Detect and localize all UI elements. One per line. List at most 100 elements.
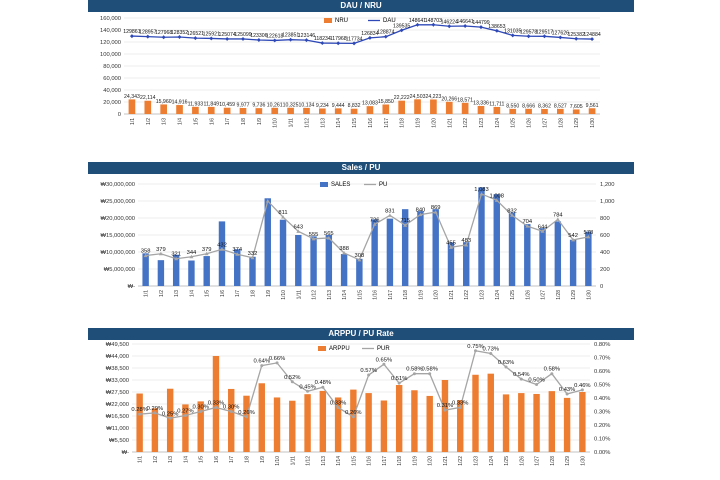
line-marker <box>168 416 172 420</box>
bar-arppu <box>579 392 586 452</box>
bar-data-label: 9,561 <box>586 103 599 109</box>
x-tick-label: 1/4 <box>178 118 184 125</box>
y2-tick-label: 400 <box>600 250 610 256</box>
x-tick-label: 1/22 <box>458 456 464 466</box>
bar-arppu <box>228 388 235 452</box>
line-marker <box>397 381 401 385</box>
x-tick-label: 1/6 <box>209 118 215 125</box>
line-data-label: 0.45% <box>299 384 315 390</box>
bar-arppu <box>182 404 189 452</box>
y-tick-label: ₩30,000,000 <box>101 182 135 188</box>
y-tick-label: 80,000 <box>103 64 121 70</box>
line-data-label: 128352 <box>171 30 188 36</box>
x-tick-label: 1/30 <box>590 118 596 128</box>
bar-arppu <box>243 395 250 452</box>
line-data-label: 0.33% <box>452 400 468 406</box>
bar-sales <box>401 209 409 286</box>
line-dau <box>131 24 593 45</box>
x-tick-label: 1/1 <box>138 456 144 463</box>
bar-nru <box>366 106 374 114</box>
x-tick-label: 1/16 <box>373 290 379 300</box>
x-tick-label: 1/17 <box>382 456 388 466</box>
line-data-label: 118234 <box>314 36 331 42</box>
line-data-label: 0.31% <box>437 403 453 409</box>
x-tick-label: 1/19 <box>418 290 424 300</box>
bar-arppu <box>380 400 388 452</box>
line-marker <box>352 41 357 46</box>
bar-nru <box>303 107 310 114</box>
x-tick-label: 1/7 <box>225 118 231 125</box>
bar-arppu <box>258 383 265 452</box>
arppu-pur-panel: ARPPU / PU Rate ₩49,500 ₩44,000 ₩38,500 ₩33… <box>88 328 634 480</box>
bar-sales <box>356 258 363 286</box>
line-data-label: 144799 <box>472 20 489 26</box>
line-marker <box>214 405 218 409</box>
bar-nru <box>525 108 532 114</box>
line-marker <box>494 198 499 202</box>
chart-title: ARPPU / PU Rate <box>88 328 634 340</box>
y-tick-label: ₩15,000,000 <box>101 233 135 239</box>
bar-nru <box>334 108 342 114</box>
bar-sales <box>188 260 195 286</box>
y-tick-label: 0 <box>118 112 121 118</box>
bar-arppu <box>304 394 311 452</box>
line-data-label: 0.29% <box>147 406 163 412</box>
bar-nru <box>588 108 596 114</box>
x-tick-label: 1/22 <box>463 118 469 128</box>
y-tick-label: 20,000 <box>103 100 121 106</box>
x-tick-label: 1/20 <box>428 456 434 466</box>
bar-data-label: 20,266 <box>441 96 457 102</box>
x-tick-label: 1/9 <box>266 290 272 297</box>
line-marker <box>525 224 530 228</box>
x-tick-label: 1/25 <box>504 456 510 466</box>
bar-data-label: 8,527 <box>554 103 567 109</box>
line-data-label: 0.30% <box>192 405 208 411</box>
line-marker <box>321 385 325 389</box>
bar-nru <box>207 106 215 114</box>
x-tick-label: 1/29 <box>571 290 577 300</box>
bar-arppu <box>533 393 540 452</box>
legend-label: DAU <box>383 18 396 24</box>
bar-arppu <box>548 391 556 452</box>
line-data-label: 0.66% <box>269 356 285 362</box>
x-tick-label: 1/2 <box>146 118 152 125</box>
bar-nru <box>557 108 564 114</box>
line-data-label: 0.58% <box>544 367 560 373</box>
bar-data-label: 10,134 <box>299 102 315 108</box>
line-data-label: 308 <box>355 253 365 259</box>
line-marker <box>443 408 447 412</box>
legend-label: PUR <box>377 346 390 352</box>
bar-arppu <box>457 400 464 452</box>
line-data-label: 0.73% <box>483 346 499 352</box>
line-marker <box>245 415 248 419</box>
x-tick-label: 1/2 <box>153 456 159 463</box>
bar-nru <box>319 108 326 114</box>
x-tick-label: 1/19 <box>416 118 422 128</box>
line-marker <box>189 254 194 259</box>
bar-data-label: 22,114 <box>140 95 156 101</box>
bar-sales <box>249 256 256 286</box>
y-tick-label: ₩25,000,000 <box>101 199 135 205</box>
line-marker <box>174 256 179 261</box>
line-data-label: 138653 <box>488 24 505 30</box>
x-tick-label: 1/8 <box>245 456 251 463</box>
line-data-label: 643 <box>293 224 303 230</box>
line-marker <box>265 199 270 203</box>
bar-data-label: 11,933 <box>188 101 204 107</box>
bar-sales <box>371 219 378 286</box>
y2-tick-label: 0.60% <box>594 369 610 375</box>
line-data-label: 0.48% <box>315 380 331 386</box>
x-tick-label: 1/21 <box>447 118 453 128</box>
x-tick-label: 1/21 <box>449 290 455 300</box>
x-tick-label: 1/10 <box>281 290 287 300</box>
sales-pu-chart: ₩30,000,000 ₩25,000,000 ₩20,000,000 ₩15,000… <box>101 182 615 300</box>
x-tick-label: 1/18 <box>400 118 406 128</box>
line-data-label: 379 <box>156 247 166 253</box>
bar-arppu <box>487 373 494 452</box>
bar-nru <box>255 108 263 114</box>
line-data-label: 0.26% <box>238 410 254 416</box>
arppu-pur-chart: ₩49,500 ₩44,000 ₩38,500 ₩33,000 ₩27,500 ₩22,0… <box>106 342 611 466</box>
line-marker <box>519 377 523 381</box>
x-tick-label: 1/10 <box>275 456 281 466</box>
x-tick-label: 1/19 <box>412 456 418 466</box>
